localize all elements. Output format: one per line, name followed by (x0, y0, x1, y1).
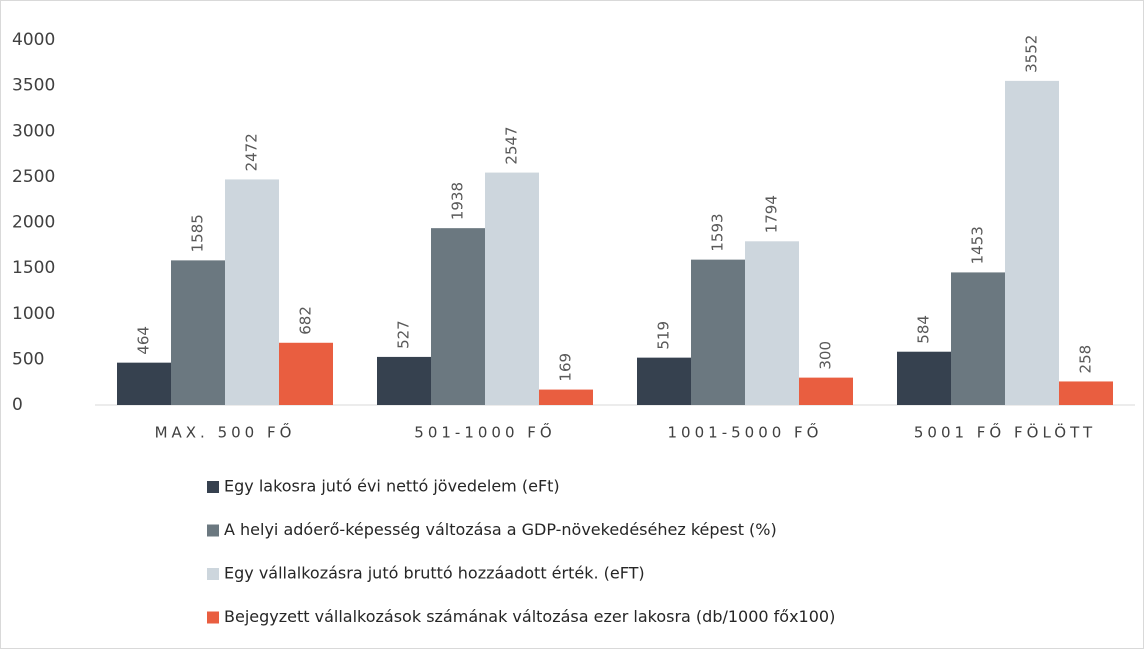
bar (539, 389, 593, 405)
y-tick-label: 500 (12, 349, 44, 369)
legend-swatch (207, 524, 219, 537)
bar (1005, 80, 1059, 405)
value-label: 258 (1077, 345, 1095, 374)
legend-label: Bejegyzett vállalkozások számának változ… (224, 607, 835, 626)
bar (279, 342, 333, 405)
value-label: 1453 (969, 226, 987, 264)
legend-swatch (207, 611, 219, 624)
value-label: 2547 (503, 126, 521, 164)
value-label: 527 (395, 320, 413, 349)
x-tick-label: 5001 FŐ FÖLÖTT (914, 422, 1096, 442)
y-tick-label: 1500 (12, 258, 55, 278)
value-label: 519 (655, 321, 673, 350)
legend-label: Egy lakosra jutó évi nettó jövedelem (eF… (224, 477, 560, 496)
value-label: 1593 (709, 213, 727, 251)
bar (745, 241, 799, 405)
bar (897, 351, 951, 405)
y-tick-label: 2000 (12, 213, 55, 233)
bar (171, 260, 225, 405)
value-label: 1794 (763, 195, 781, 233)
y-tick-label: 3000 (12, 121, 55, 141)
legend-label: A helyi adóerő-képesség változása a GDP-… (224, 520, 777, 539)
bar (637, 357, 691, 405)
bar (1059, 381, 1113, 405)
value-label: 169 (557, 353, 575, 382)
legend-swatch (207, 481, 219, 493)
bar (799, 377, 853, 405)
y-tick-label: 2500 (12, 167, 55, 187)
bar (691, 259, 745, 405)
x-tick-label: MAX. 500 FŐ (155, 422, 296, 442)
y-tick-label: 0 (12, 395, 23, 415)
bar (225, 179, 279, 405)
bar (431, 228, 485, 405)
bar (951, 272, 1005, 405)
x-tick-label: 1001-5000 FŐ (668, 422, 823, 442)
value-label: 1938 (449, 182, 467, 220)
value-label: 682 (297, 306, 315, 335)
y-tick-label: 4000 (12, 30, 55, 50)
bar (117, 362, 171, 405)
value-label: 300 (817, 341, 835, 370)
value-label: 2472 (243, 133, 261, 171)
bar (377, 356, 431, 405)
y-tick-label: 3500 (12, 76, 55, 96)
value-label: 584 (915, 315, 933, 344)
value-label: 464 (135, 326, 153, 355)
legend-swatch (207, 568, 219, 580)
value-label: 3552 (1023, 35, 1041, 73)
bar (485, 172, 539, 405)
y-tick-label: 1000 (12, 304, 55, 324)
x-tick-label: 501-1000 FŐ (414, 422, 555, 442)
legend-label: Egy vállalkozásra jutó bruttó hozzáadott… (224, 564, 645, 583)
value-label: 1585 (189, 214, 207, 252)
